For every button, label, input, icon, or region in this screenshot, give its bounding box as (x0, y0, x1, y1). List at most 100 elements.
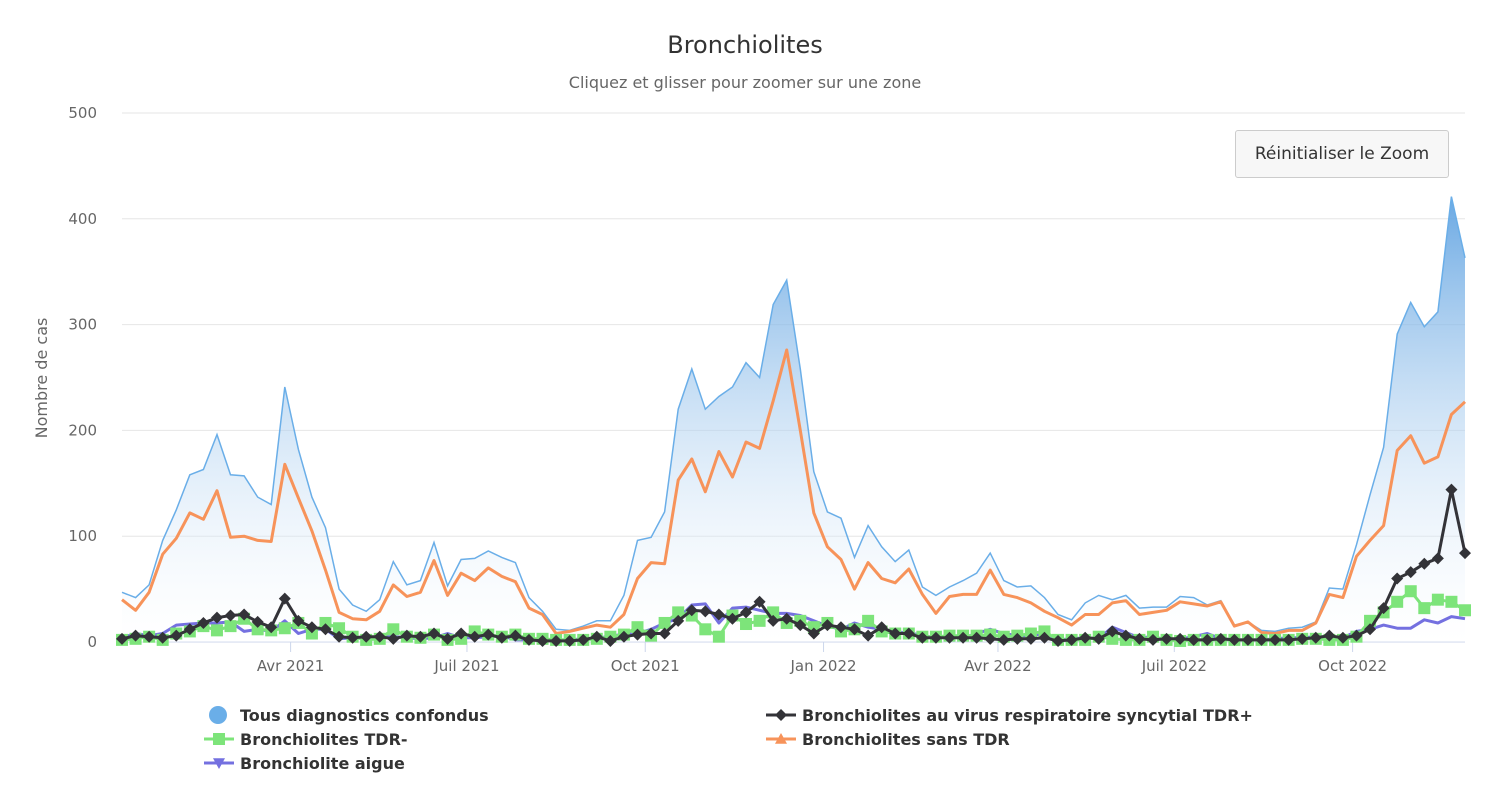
data-point (631, 621, 644, 634)
data-point (1296, 632, 1309, 645)
data-point (265, 621, 278, 634)
data-point (550, 634, 563, 647)
data-point (1079, 631, 1092, 644)
data-point (1119, 629, 1132, 642)
data-point (183, 623, 196, 636)
data-point (1282, 633, 1295, 646)
data-point (1323, 629, 1336, 642)
data-point (767, 614, 780, 627)
data-point (1404, 566, 1417, 579)
data-point (617, 630, 630, 643)
data-point (522, 633, 535, 646)
data-point (292, 614, 305, 627)
data-point (957, 631, 970, 644)
data-point (373, 630, 386, 643)
x-tick-label: Avr 2021 (257, 657, 324, 675)
data-point (224, 620, 237, 633)
data-point (1309, 631, 1322, 644)
reset-zoom-button[interactable]: Réinitialiser le Zoom (1235, 130, 1449, 178)
data-point (387, 632, 400, 645)
data-point (278, 622, 291, 635)
legend[interactable]: Tous diagnostics confondus Bronchiolites … (204, 706, 1253, 773)
data-point (333, 622, 346, 635)
data-point (319, 623, 332, 636)
data-point (631, 628, 644, 641)
data-point (1092, 632, 1105, 645)
data-point (699, 605, 712, 618)
x-tick-label: Avr 2022 (964, 657, 1031, 675)
data-point (441, 632, 454, 645)
data-point (753, 595, 766, 608)
data-point (807, 627, 820, 640)
legend-label: Bronchiolites TDR- (240, 730, 408, 749)
data-point (1404, 585, 1417, 598)
legend-item[interactable]: Bronchiolites TDR- (204, 730, 408, 749)
legend-label: Bronchiolites au virus respiratoire sync… (802, 706, 1253, 725)
data-point (224, 609, 237, 622)
data-point (1174, 632, 1187, 645)
data-point (916, 631, 929, 644)
data-point (305, 627, 318, 640)
data-point (428, 627, 441, 640)
data-point (726, 612, 739, 625)
legend-label: Tous diagnostics confondus (240, 706, 489, 725)
data-point (929, 631, 942, 644)
y-tick-label: 0 (87, 633, 97, 651)
legend-triangle-icon (775, 733, 787, 744)
data-point (116, 632, 128, 645)
data-point (712, 630, 725, 643)
data-point (1024, 632, 1037, 645)
data-point (862, 614, 875, 627)
data-point (685, 604, 698, 617)
data-point (889, 627, 902, 640)
legend-diamond-icon (775, 709, 787, 721)
data-point (740, 618, 753, 631)
data-point (604, 634, 617, 647)
legend-label: Bronchiolite aigue (240, 754, 405, 773)
data-point (468, 630, 481, 643)
data-point (1350, 629, 1363, 642)
legend-item[interactable]: Bronchiolites au virus respiratoire sync… (766, 706, 1253, 725)
data-point (414, 630, 427, 643)
data-point (1255, 633, 1268, 646)
data-point (305, 621, 318, 634)
data-point (1011, 632, 1024, 645)
data-point (699, 623, 712, 636)
data-point (1459, 547, 1471, 560)
series-group (116, 196, 1471, 647)
series-bronchiolites-au-virus-respiratoire-syncytial-tdr- (116, 483, 1471, 647)
y-axis-title: Nombre de cas (32, 318, 51, 439)
data-point (455, 627, 468, 640)
data-point (1187, 633, 1200, 646)
legend-circle-icon (209, 706, 227, 724)
data-point (1214, 632, 1227, 645)
legend-item[interactable]: Tous diagnostics confondus (209, 706, 489, 725)
data-point (251, 623, 264, 636)
data-point (536, 634, 549, 647)
data-point (170, 629, 183, 642)
data-point (1038, 631, 1051, 644)
data-point (1241, 633, 1254, 646)
data-point (753, 614, 766, 627)
legend-item[interactable]: Bronchiolite aigue (204, 754, 405, 773)
data-point (672, 614, 685, 627)
x-tick-label: Juil 2022 (1141, 657, 1207, 675)
data-point (997, 633, 1010, 646)
x-tick-label: Oct 2021 (611, 657, 680, 675)
data-point (672, 606, 685, 619)
data-point (495, 631, 508, 644)
data-point (346, 631, 359, 644)
data-point (645, 627, 658, 640)
data-point (319, 616, 332, 629)
data-point (1418, 602, 1431, 615)
x-tick-label: Juil 2021 (433, 657, 499, 675)
area-fill (122, 196, 1465, 642)
data-point (129, 629, 142, 642)
legend-label: Bronchiolites sans TDR (802, 730, 1010, 749)
data-point (780, 612, 793, 625)
data-point (902, 627, 915, 640)
legend-item[interactable]: Bronchiolites sans TDR (766, 730, 1010, 749)
data-point (1377, 602, 1390, 615)
data-point (1106, 625, 1119, 638)
